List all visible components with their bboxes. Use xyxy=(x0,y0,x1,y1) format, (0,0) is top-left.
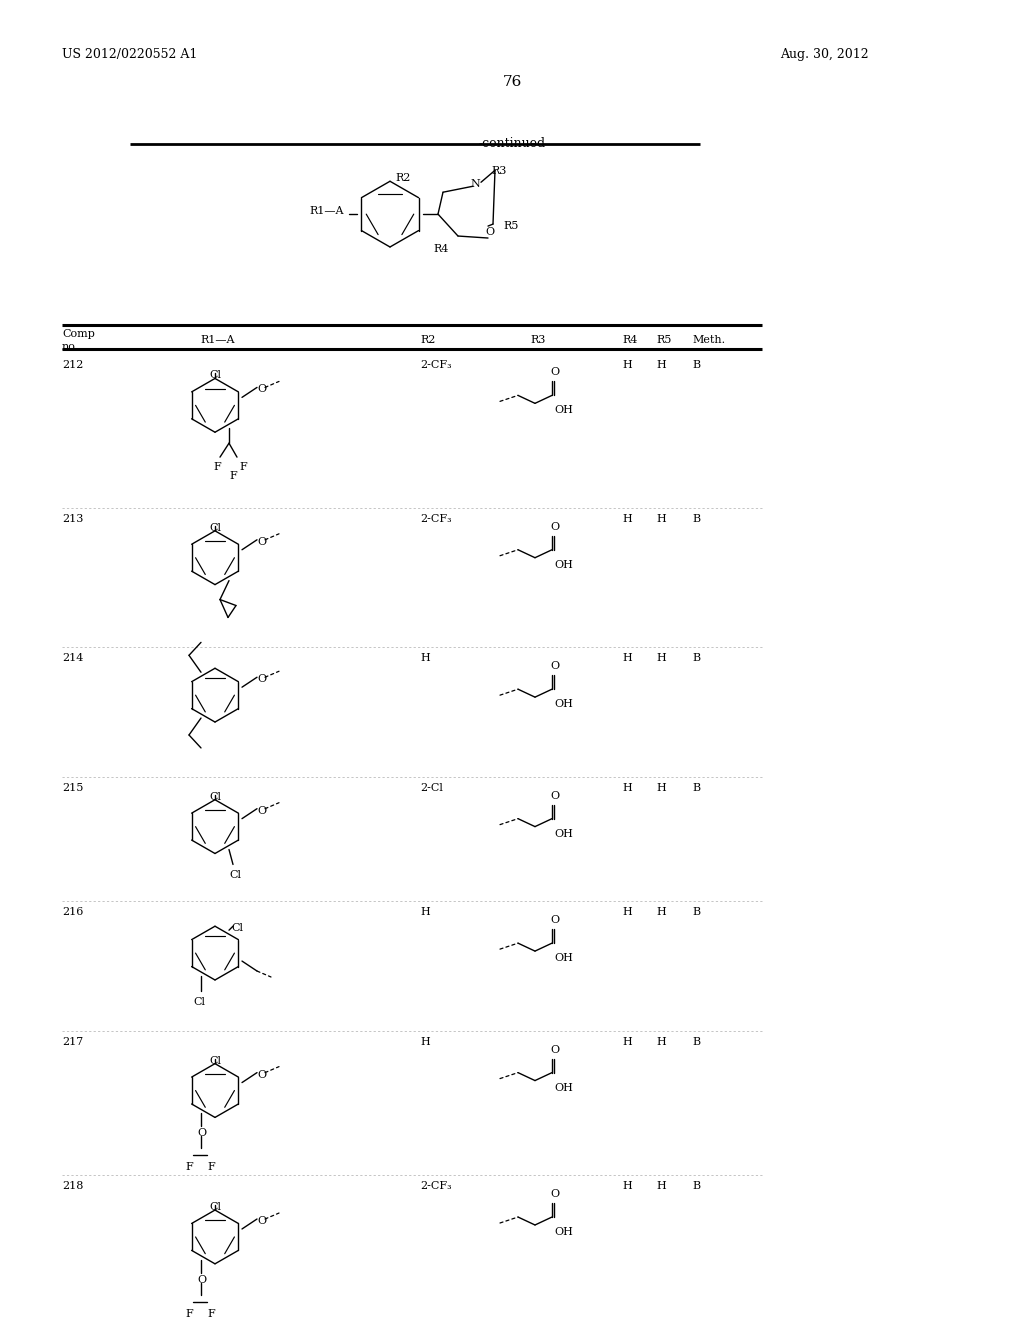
Text: B: B xyxy=(692,1181,700,1191)
Text: F: F xyxy=(185,1162,193,1172)
Text: OH: OH xyxy=(554,405,572,416)
Text: Aug. 30, 2012: Aug. 30, 2012 xyxy=(780,48,868,61)
Text: O: O xyxy=(197,1275,206,1284)
Text: O: O xyxy=(550,367,559,378)
Text: R3: R3 xyxy=(530,335,546,345)
Text: 218: 218 xyxy=(62,1181,83,1191)
Text: H: H xyxy=(622,653,632,664)
Text: H: H xyxy=(656,1181,666,1191)
Text: B: B xyxy=(692,783,700,793)
Text: H: H xyxy=(656,513,666,524)
Text: H: H xyxy=(420,907,430,917)
Text: O: O xyxy=(257,1069,266,1080)
Text: H: H xyxy=(420,653,430,664)
Text: R2: R2 xyxy=(420,335,435,345)
Text: Cl: Cl xyxy=(209,1203,221,1212)
Text: R5: R5 xyxy=(503,220,518,231)
Text: 212: 212 xyxy=(62,359,83,370)
Text: 2-CF₃: 2-CF₃ xyxy=(420,513,452,524)
Text: H: H xyxy=(656,359,666,370)
Text: N: N xyxy=(470,180,480,189)
Text: Cl: Cl xyxy=(209,1056,221,1065)
Text: H: H xyxy=(656,783,666,793)
Text: O: O xyxy=(550,915,559,925)
Text: OH: OH xyxy=(554,953,572,964)
Text: H: H xyxy=(622,907,632,917)
Text: 2-Cl: 2-Cl xyxy=(420,783,442,793)
Text: H: H xyxy=(622,513,632,524)
Text: 217: 217 xyxy=(62,1036,83,1047)
Text: 2-CF₃: 2-CF₃ xyxy=(420,1181,452,1191)
Text: no.: no. xyxy=(62,342,79,351)
Text: Comp: Comp xyxy=(62,329,95,339)
Text: Cl: Cl xyxy=(209,792,221,801)
Text: Cl: Cl xyxy=(231,923,243,933)
Text: O: O xyxy=(550,521,559,532)
Text: 215: 215 xyxy=(62,783,83,793)
Text: H: H xyxy=(656,1036,666,1047)
Text: O: O xyxy=(257,805,266,816)
Text: OH: OH xyxy=(554,1228,572,1237)
Text: Meth.: Meth. xyxy=(692,335,725,345)
Text: 214: 214 xyxy=(62,653,83,664)
Text: R1—A: R1—A xyxy=(200,335,234,345)
Text: Cl: Cl xyxy=(209,523,221,533)
Text: R5: R5 xyxy=(656,335,672,345)
Text: O: O xyxy=(257,1216,266,1226)
Text: 216: 216 xyxy=(62,907,83,917)
Text: F: F xyxy=(185,1308,193,1319)
Text: H: H xyxy=(622,1036,632,1047)
Text: 213: 213 xyxy=(62,513,83,524)
Text: Cl: Cl xyxy=(209,371,221,380)
Text: 2-CF₃: 2-CF₃ xyxy=(420,359,452,370)
Text: F: F xyxy=(207,1308,215,1319)
Text: B: B xyxy=(692,653,700,664)
Text: F: F xyxy=(213,462,221,473)
Text: US 2012/0220552 A1: US 2012/0220552 A1 xyxy=(62,48,198,61)
Text: O: O xyxy=(485,227,495,238)
Text: B: B xyxy=(692,1036,700,1047)
Text: O: O xyxy=(550,791,559,801)
Text: H: H xyxy=(622,1181,632,1191)
Text: O: O xyxy=(550,1189,559,1199)
Text: O: O xyxy=(550,1044,559,1055)
Text: Cl: Cl xyxy=(193,997,205,1007)
Text: R3: R3 xyxy=(490,166,507,177)
Text: OH: OH xyxy=(554,700,572,709)
Text: R4: R4 xyxy=(433,244,449,253)
Text: H: H xyxy=(656,907,666,917)
Text: R4: R4 xyxy=(622,335,637,345)
Text: O: O xyxy=(550,661,559,672)
Text: 76: 76 xyxy=(503,75,521,88)
Text: H: H xyxy=(656,653,666,664)
Text: F: F xyxy=(207,1162,215,1172)
Text: OH: OH xyxy=(554,1082,572,1093)
Text: B: B xyxy=(692,513,700,524)
Text: B: B xyxy=(692,359,700,370)
Text: -continued: -continued xyxy=(478,137,546,150)
Text: Cl: Cl xyxy=(229,870,241,880)
Text: F: F xyxy=(239,462,247,473)
Text: H: H xyxy=(420,1036,430,1047)
Text: OH: OH xyxy=(554,560,572,570)
Text: F: F xyxy=(229,471,237,480)
Text: B: B xyxy=(692,907,700,917)
Text: R2: R2 xyxy=(395,173,411,183)
Text: H: H xyxy=(622,359,632,370)
Text: OH: OH xyxy=(554,829,572,838)
Text: O: O xyxy=(257,675,266,684)
Text: O: O xyxy=(257,384,266,395)
Text: O: O xyxy=(197,1129,206,1138)
Text: H: H xyxy=(622,783,632,793)
Text: R1—A: R1—A xyxy=(309,206,343,216)
Text: O: O xyxy=(257,537,266,546)
